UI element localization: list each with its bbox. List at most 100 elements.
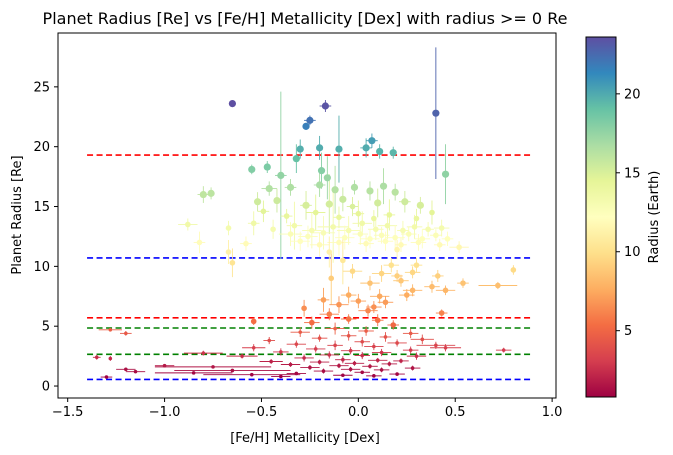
data-point — [384, 222, 391, 229]
data-point — [297, 238, 304, 245]
data-point — [408, 331, 413, 336]
data-point — [401, 198, 409, 206]
data-point — [372, 226, 379, 233]
data-point — [395, 372, 399, 376]
data-point — [326, 311, 333, 318]
data-point — [328, 275, 335, 282]
data-point — [392, 234, 398, 241]
data-point — [374, 317, 381, 324]
data-point — [441, 170, 450, 178]
data-point — [388, 262, 395, 268]
data-point — [372, 374, 376, 378]
data-point — [309, 319, 315, 326]
data-point — [199, 190, 207, 199]
data-point — [433, 232, 439, 239]
data-point — [313, 347, 318, 351]
data-point — [420, 337, 425, 342]
data-point — [436, 242, 443, 248]
data-point — [249, 372, 254, 377]
data-point — [317, 360, 322, 364]
data-point — [270, 226, 276, 233]
data-point — [230, 368, 235, 373]
data-point — [346, 333, 351, 338]
data-point — [191, 371, 196, 375]
data-point — [330, 224, 336, 230]
data-point — [409, 269, 416, 276]
reference-lines — [87, 154, 531, 381]
colorbar-tick-label: 10 — [624, 245, 641, 260]
data-point — [411, 224, 418, 230]
x-axis-label: [Fe/H] Metallicity [Dex] — [230, 431, 380, 446]
x-tick-label: −1.0 — [149, 405, 181, 420]
data-point — [340, 257, 346, 264]
data-point — [350, 183, 359, 191]
data-point — [378, 270, 385, 277]
plot-area — [58, 33, 556, 398]
data-point — [326, 249, 333, 255]
data-point — [341, 234, 348, 241]
data-point — [413, 215, 420, 222]
data-point — [323, 174, 331, 182]
data-point — [389, 149, 397, 157]
data-point — [333, 326, 337, 331]
data-point — [345, 227, 352, 234]
y-tick-label: 0 — [42, 380, 50, 395]
data-point — [510, 267, 517, 273]
colorbar-tick-label: 20 — [624, 87, 641, 102]
data-point — [321, 369, 326, 373]
data-point — [302, 356, 306, 360]
data-point — [302, 122, 310, 130]
data-point — [321, 102, 330, 110]
data-point — [360, 353, 365, 358]
data-point — [432, 109, 440, 117]
data-point — [248, 165, 256, 174]
data-point — [429, 283, 435, 290]
y-axis-label: Planet Radius [Re] — [10, 155, 25, 274]
data-point — [371, 215, 377, 222]
data-point — [317, 336, 322, 340]
data-point — [260, 208, 267, 215]
data-point — [376, 147, 384, 156]
y-tick-label: 25 — [33, 80, 50, 95]
colorbar-label: Radius (Earth) — [647, 171, 662, 264]
data-point — [367, 280, 373, 286]
data-point — [185, 221, 191, 228]
data-point — [410, 366, 415, 370]
data-point — [250, 220, 257, 227]
data-point — [251, 345, 256, 350]
data-point — [277, 171, 285, 180]
data-point — [368, 364, 372, 369]
data-point — [379, 350, 384, 355]
chart-title: Planet Radius [Re] vs [Fe/H] Metallicity… — [43, 9, 568, 28]
data-point — [267, 338, 272, 343]
data-point — [335, 145, 343, 153]
data-point — [349, 203, 356, 210]
data-point — [383, 335, 388, 339]
data-point — [379, 182, 388, 190]
data-point — [320, 230, 327, 236]
data-point — [228, 100, 236, 108]
data-point — [398, 277, 404, 284]
data-point — [374, 199, 382, 207]
data-point — [306, 116, 314, 124]
data-point — [349, 268, 356, 274]
data-point — [104, 375, 109, 379]
data-point — [229, 259, 236, 266]
data-point — [364, 329, 368, 333]
data-point — [367, 236, 373, 242]
plot-frame — [57, 32, 557, 399]
data-point — [287, 231, 294, 237]
data-point — [283, 213, 290, 219]
data-point — [301, 305, 307, 312]
data-point — [403, 292, 410, 298]
x-tick-label: 1.0 — [542, 405, 563, 420]
data-point — [360, 339, 365, 344]
data-point — [341, 373, 345, 378]
data-point — [162, 363, 167, 368]
data-point — [317, 167, 326, 175]
x-tick-label: −0.5 — [246, 405, 278, 420]
data-point — [305, 233, 311, 240]
data-point — [336, 301, 342, 308]
data-point — [337, 363, 341, 368]
